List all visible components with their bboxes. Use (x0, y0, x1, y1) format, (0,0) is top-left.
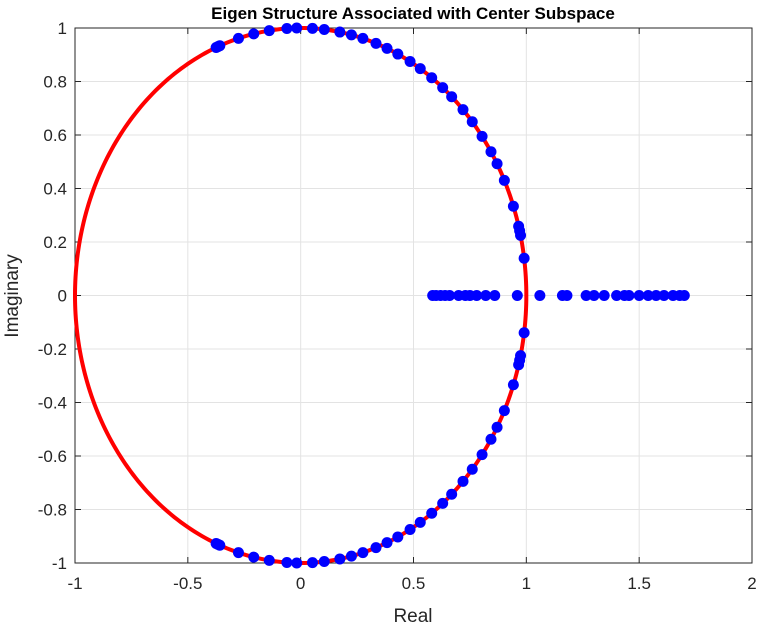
x-tick-label: 0.5 (402, 574, 426, 593)
eigenvalue-point (642, 290, 654, 301)
x-tick-label: 0 (296, 574, 305, 593)
eigenvalue-point (404, 56, 416, 68)
y-tick-label: 0.4 (43, 180, 67, 199)
eigenvalue-point (498, 174, 510, 186)
eigenvalue-point (457, 475, 469, 487)
x-tick-labels: -1 -0.5 0 0.5 1 1.5 2 (67, 574, 756, 593)
eigenvalue-point (281, 23, 293, 34)
eigenvalue-point (381, 42, 393, 54)
y-tick-label: 0 (58, 287, 67, 306)
eigenvalue-point (598, 290, 610, 301)
eigenvalue-point (446, 91, 458, 103)
eigenvalue-point (370, 542, 382, 554)
eigenvalue-point (426, 72, 438, 84)
eigenvalue-point (507, 379, 519, 391)
eigenvalue-point (518, 252, 530, 264)
eigenvalue-point (444, 290, 456, 301)
eigenvalue-point (291, 557, 303, 569)
eigenvalue-point (513, 359, 525, 371)
eigenvalue-point (658, 290, 670, 301)
eigenvalue-point (485, 433, 497, 445)
x-axis-label: Real (393, 606, 432, 626)
eigenvalue-point (623, 290, 635, 301)
y-tick-label: 0.2 (43, 233, 67, 252)
eigenvalue-point (414, 516, 426, 528)
y-tick-label: -0.6 (38, 447, 67, 466)
eigenvalue-point (511, 290, 523, 301)
eigenvalue-point (480, 290, 492, 301)
x-tick-label: -1 (67, 574, 82, 593)
eigenvalue-point (414, 63, 426, 75)
eigenvalue-point (534, 290, 546, 301)
eigenvalue-point (518, 327, 530, 339)
x-tick-label: 1.5 (627, 574, 651, 593)
eigenvalue-point (471, 290, 483, 301)
eigenvalue-point (633, 290, 645, 301)
eigenvalue-point (491, 421, 503, 433)
eigenvalue-point (476, 130, 488, 142)
eigenvalue-point (232, 32, 244, 44)
eigenvalue-point (306, 557, 318, 569)
y-tick-labels: 1 0.8 0.6 0.4 0.2 0 -0.2 -0.4 -0.6 -0.8 -1 (38, 19, 67, 573)
x-tick-label: -0.5 (173, 574, 202, 593)
eigenvalue-point (466, 463, 478, 475)
y-tick-label: 0.6 (43, 126, 67, 145)
eigenvalue-point (392, 531, 404, 543)
eigenvalue-point (437, 497, 449, 509)
eigenvalue-point (232, 547, 244, 559)
eigenvalue-point (437, 82, 449, 94)
eigenvalue-point (370, 37, 382, 49)
eigenvalue-point (281, 557, 293, 568)
eigenvalue-point (392, 48, 404, 60)
y-tick-label: -0.2 (38, 340, 67, 359)
eigenvalue-point (291, 22, 303, 34)
eigenvalue-point (248, 551, 260, 563)
eigenvalue-point (485, 146, 497, 158)
y-tick-label: 0.8 (43, 73, 67, 92)
eigenvalue-point (334, 553, 346, 565)
eigenvalue-point (357, 547, 369, 559)
eigenvalue-point (561, 290, 573, 301)
x-tick-label: 2 (747, 574, 756, 593)
eigenvalue-point (513, 220, 525, 232)
y-tick-label: -0.4 (38, 394, 67, 413)
y-tick-label: 1 (58, 19, 67, 38)
eigenvalue-point (210, 538, 222, 550)
eigenvalue-point (263, 25, 275, 37)
eigenvalue-point (345, 29, 357, 41)
eigenvalue-point (611, 290, 623, 301)
eigenvalue-point (381, 537, 393, 549)
eigenvalue-point (580, 290, 592, 301)
eigenvalue-point (426, 507, 438, 519)
chart-title: Eigen Structure Associated with Center S… (211, 4, 615, 23)
y-axis-label: Imaginary (2, 254, 23, 338)
eigenvalue-point (650, 290, 662, 301)
x-tick-label: 1 (522, 574, 531, 593)
eigenvalue-point (318, 556, 330, 568)
eigenvalue-point (318, 23, 330, 35)
eigenvalue-point (306, 22, 318, 34)
eigenvalue-point (507, 200, 519, 212)
eigenvalue-point (345, 550, 357, 562)
eigenvalue-point (489, 290, 501, 301)
eigenvalue-point (446, 488, 458, 500)
eigenvalue-point (210, 41, 222, 53)
eigenvalue-point (588, 290, 600, 301)
eigenvalue-point (263, 554, 275, 566)
y-tick-label: -0.8 (38, 501, 67, 520)
eigenvalue-point (404, 523, 416, 535)
eigenvalue-point (457, 104, 469, 116)
eigenvalue-point (491, 158, 503, 170)
eigenvalue-point (476, 449, 488, 461)
eigenvalue-point (334, 26, 346, 38)
eigenvalue-point (498, 405, 510, 417)
eigenvalue-points (210, 22, 690, 569)
eigenvalue-point (466, 116, 478, 128)
eigenvalue-point (248, 28, 260, 40)
eigenvalue-point (357, 32, 369, 44)
eigenvalue-point (678, 290, 690, 301)
y-tick-label: -1 (52, 554, 67, 573)
